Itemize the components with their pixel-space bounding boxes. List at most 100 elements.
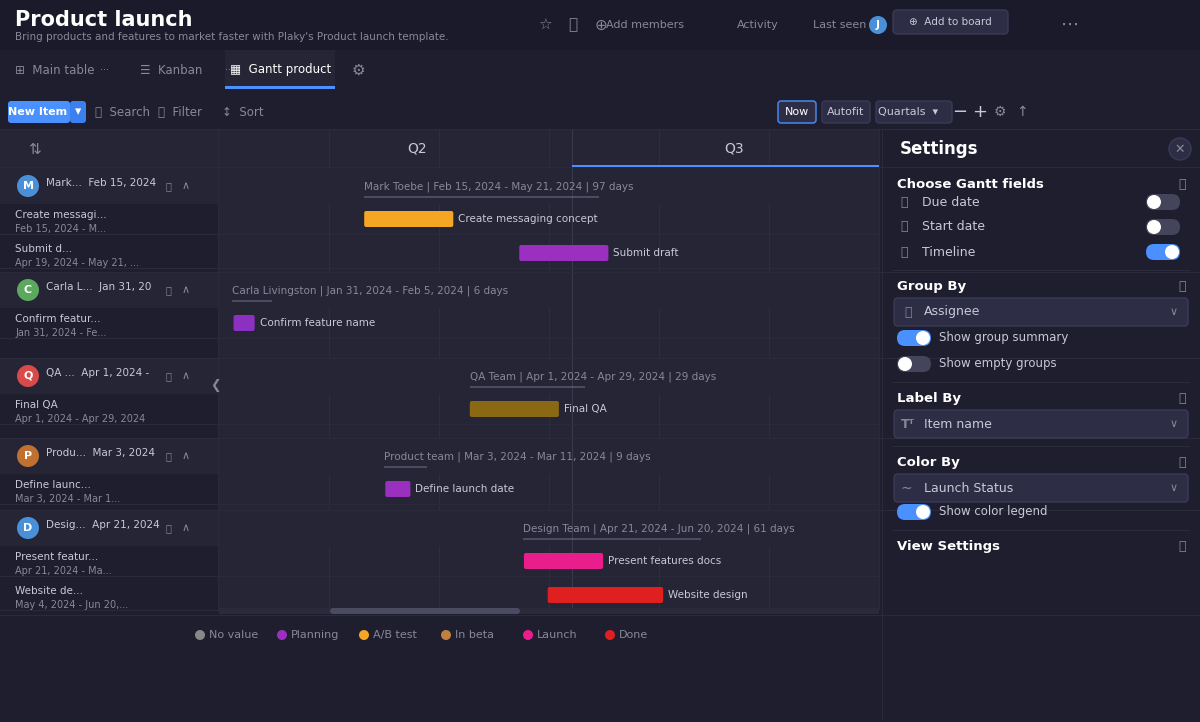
FancyBboxPatch shape (547, 587, 664, 603)
Text: ☆: ☆ (538, 17, 552, 32)
Bar (0, 130, 218, 610)
Text: Tᵀ: Tᵀ (901, 417, 916, 430)
Text: May 4, 2024 - Jun 20,...: May 4, 2024 - Jun 20,... (14, 600, 128, 610)
FancyBboxPatch shape (1146, 194, 1180, 210)
Text: No value: No value (209, 630, 258, 640)
Text: ⓘ: ⓘ (1178, 279, 1186, 292)
Bar (0, 167, 1200, 168)
Text: Carla Livingston | Jan 31, 2024 - Feb 5, 2024 | 6 days: Carla Livingston | Jan 31, 2024 - Feb 5,… (233, 285, 509, 295)
Text: Confirm feature name: Confirm feature name (259, 318, 374, 328)
Text: ↑: ↑ (1016, 105, 1028, 119)
Text: Done: Done (619, 630, 648, 640)
Text: ⓘ: ⓘ (166, 371, 170, 381)
FancyBboxPatch shape (898, 330, 931, 346)
Circle shape (442, 630, 451, 640)
Text: Show group summary: Show group summary (940, 331, 1068, 344)
Text: Submit draft: Submit draft (613, 248, 679, 258)
Text: ⓘ: ⓘ (166, 523, 170, 533)
FancyBboxPatch shape (898, 504, 931, 520)
Bar (523, 538, 701, 540)
Text: Mark...  Feb 15, 2024: Mark... Feb 15, 2024 (46, 178, 160, 188)
Text: ⓘ: ⓘ (1178, 539, 1186, 552)
Text: ⓘ: ⓘ (1178, 456, 1186, 469)
Text: ⊞  Main table: ⊞ Main table (14, 64, 95, 77)
Bar (220, 130, 878, 610)
Bar (365, 196, 599, 198)
Bar (892, 270, 1190, 271)
FancyBboxPatch shape (330, 608, 520, 614)
Circle shape (277, 630, 287, 640)
Circle shape (17, 445, 38, 467)
FancyBboxPatch shape (822, 101, 870, 123)
Text: 👥: 👥 (904, 305, 912, 318)
Text: M: M (23, 181, 34, 191)
Text: ∧: ∧ (182, 523, 190, 533)
Circle shape (194, 630, 205, 640)
FancyBboxPatch shape (70, 101, 86, 123)
Text: Carla L...  Jan 31, 20: Carla L... Jan 31, 20 (46, 282, 151, 292)
Bar (0, 272, 218, 308)
Bar (0, 90, 1200, 130)
Text: Start date: Start date (922, 220, 985, 233)
Text: ∨: ∨ (1170, 483, 1178, 493)
Text: Quartals  ▾: Quartals ▾ (878, 107, 938, 117)
Text: Website design: Website design (668, 590, 748, 600)
Text: ⊕  Add to board: ⊕ Add to board (908, 17, 991, 27)
FancyBboxPatch shape (876, 101, 952, 123)
Bar (0, 268, 878, 269)
Text: Product team | Mar 3, 2024 - Mar 11, 2024 | 9 days: Product team | Mar 3, 2024 - Mar 11, 202… (384, 451, 650, 461)
Text: Feb 15, 2024 - M...: Feb 15, 2024 - M... (14, 224, 106, 234)
Text: Autofit: Autofit (827, 107, 865, 117)
Text: 📅: 📅 (900, 196, 907, 209)
Bar (226, 50, 335, 88)
Text: Group By: Group By (898, 280, 966, 293)
Circle shape (17, 279, 38, 301)
Text: Planning: Planning (292, 630, 340, 640)
Text: ∧: ∧ (182, 181, 190, 191)
Text: Timeline: Timeline (922, 245, 976, 258)
FancyBboxPatch shape (1146, 244, 1180, 260)
FancyBboxPatch shape (894, 410, 1188, 438)
Circle shape (1147, 195, 1162, 209)
Text: Create messaging concept: Create messaging concept (458, 214, 598, 224)
Circle shape (916, 505, 930, 519)
Text: Submit d...: Submit d... (14, 244, 72, 254)
Text: ⇅: ⇅ (29, 142, 41, 157)
Text: ∨: ∨ (1170, 419, 1178, 429)
Text: Now: Now (785, 107, 809, 117)
Text: A/B test: A/B test (373, 630, 416, 640)
Text: +: + (972, 103, 988, 121)
Bar (892, 382, 1190, 383)
Text: Produ...  Mar 3, 2024: Produ... Mar 3, 2024 (46, 448, 158, 458)
Text: ⓘ: ⓘ (166, 451, 170, 461)
Text: Mark Toebe | Feb 15, 2024 - May 21, 2024 | 97 days: Mark Toebe | Feb 15, 2024 - May 21, 2024… (365, 181, 634, 191)
Text: ▾: ▾ (74, 105, 82, 118)
Text: Define launc...: Define launc... (14, 480, 91, 490)
Text: Choose Gantt fields: Choose Gantt fields (898, 178, 1044, 191)
FancyBboxPatch shape (365, 211, 454, 227)
FancyBboxPatch shape (234, 315, 254, 331)
Text: ▦  Gantt product: ▦ Gantt product (230, 64, 331, 77)
Text: Create messagi...: Create messagi... (14, 210, 107, 220)
Text: ···: ··· (226, 65, 234, 75)
FancyBboxPatch shape (520, 245, 608, 261)
FancyBboxPatch shape (894, 474, 1188, 502)
Text: Launch: Launch (538, 630, 577, 640)
Bar (0, 130, 218, 168)
Text: ❮: ❮ (210, 378, 221, 391)
Bar (0, 0, 1200, 50)
Text: View Settings: View Settings (898, 540, 1000, 553)
Text: ···: ··· (314, 65, 324, 75)
Bar (0, 424, 878, 425)
Bar (0, 358, 1200, 359)
Text: D: D (23, 523, 32, 533)
FancyBboxPatch shape (894, 298, 1188, 326)
Circle shape (1165, 245, 1178, 259)
Text: Website de...: Website de... (14, 586, 83, 596)
Text: Mar 3, 2024 - Mar 1...: Mar 3, 2024 - Mar 1... (14, 494, 120, 504)
Bar (0, 438, 218, 474)
Text: QA ...  Apr 1, 2024 -: QA ... Apr 1, 2024 - (46, 368, 152, 378)
Text: ⏰: ⏰ (569, 17, 577, 32)
Circle shape (17, 175, 38, 197)
Text: Add members: Add members (606, 20, 684, 30)
